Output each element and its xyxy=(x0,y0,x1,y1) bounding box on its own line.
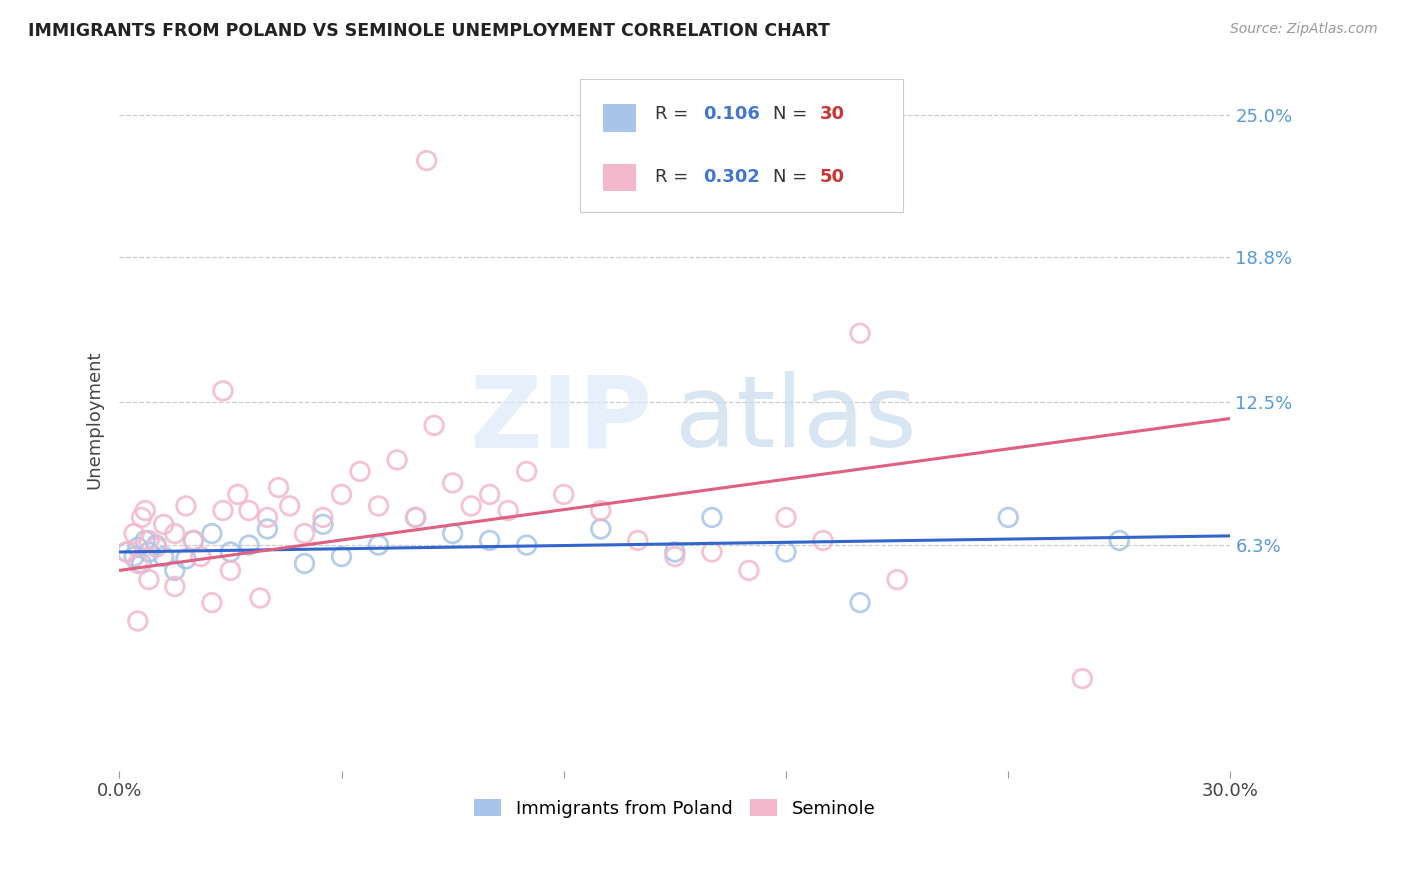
Text: 0.302: 0.302 xyxy=(703,169,759,186)
Text: 0.106: 0.106 xyxy=(703,105,759,123)
Point xyxy=(294,557,316,571)
Point xyxy=(405,510,427,524)
Point xyxy=(163,580,186,594)
Point xyxy=(163,526,186,541)
Point xyxy=(330,487,353,501)
Point xyxy=(700,545,723,559)
Point xyxy=(312,510,335,524)
Point xyxy=(385,453,408,467)
Point xyxy=(367,499,389,513)
Point xyxy=(163,563,186,577)
Point xyxy=(138,545,160,559)
Point xyxy=(138,573,160,587)
Point xyxy=(811,533,834,548)
Point xyxy=(212,503,235,517)
Point xyxy=(664,549,686,564)
Point xyxy=(775,510,797,524)
Point xyxy=(256,522,278,536)
Point xyxy=(134,503,156,517)
Point xyxy=(152,517,174,532)
Point xyxy=(478,533,501,548)
Point xyxy=(496,503,519,517)
Point xyxy=(478,487,501,501)
Point xyxy=(226,487,249,501)
Text: 30: 30 xyxy=(820,105,845,123)
Legend: Immigrants from Poland, Seminole: Immigrants from Poland, Seminole xyxy=(467,792,883,825)
Point xyxy=(627,533,650,548)
Point xyxy=(238,538,260,552)
Point xyxy=(131,510,153,524)
Point xyxy=(849,326,872,341)
Point xyxy=(415,153,437,168)
Point xyxy=(441,526,464,541)
Text: atlas: atlas xyxy=(675,371,917,468)
Point xyxy=(131,557,153,571)
Point xyxy=(516,464,538,478)
Point xyxy=(145,538,167,552)
Text: R =: R = xyxy=(655,169,695,186)
Point xyxy=(190,549,212,564)
Text: N =: N = xyxy=(773,105,813,123)
Point xyxy=(138,533,160,548)
Point xyxy=(183,533,205,548)
FancyBboxPatch shape xyxy=(581,79,903,212)
Text: 50: 50 xyxy=(820,169,845,186)
Point xyxy=(589,503,612,517)
Point xyxy=(1071,672,1094,686)
Point xyxy=(553,487,575,501)
Point xyxy=(174,552,197,566)
Text: R =: R = xyxy=(655,105,695,123)
Point xyxy=(349,464,371,478)
Point xyxy=(997,510,1019,524)
Point xyxy=(1108,533,1130,548)
Point xyxy=(115,545,138,559)
FancyBboxPatch shape xyxy=(603,164,636,192)
Point xyxy=(423,418,446,433)
Point xyxy=(122,526,145,541)
Point xyxy=(238,503,260,517)
Point xyxy=(330,549,353,564)
Point xyxy=(267,481,290,495)
Text: IMMIGRANTS FROM POLAND VS SEMINOLE UNEMPLOYMENT CORRELATION CHART: IMMIGRANTS FROM POLAND VS SEMINOLE UNEMP… xyxy=(28,22,830,40)
Text: Source: ZipAtlas.com: Source: ZipAtlas.com xyxy=(1230,22,1378,37)
Point xyxy=(127,614,149,628)
Point xyxy=(127,557,149,571)
Point xyxy=(441,475,464,490)
Point xyxy=(256,510,278,524)
Point xyxy=(738,563,761,577)
Point xyxy=(460,499,482,513)
Point xyxy=(219,545,242,559)
Point xyxy=(122,549,145,564)
Point xyxy=(886,573,908,587)
Point xyxy=(183,533,205,548)
Point xyxy=(174,499,197,513)
Point xyxy=(219,563,242,577)
Point xyxy=(212,384,235,398)
Point xyxy=(405,510,427,524)
Point xyxy=(201,526,224,541)
Point xyxy=(849,596,872,610)
Point xyxy=(201,596,224,610)
Point xyxy=(115,545,138,559)
Point xyxy=(152,549,174,564)
Point xyxy=(367,538,389,552)
Point xyxy=(589,522,612,536)
Point xyxy=(700,510,723,524)
Point xyxy=(664,545,686,559)
Point xyxy=(312,517,335,532)
Point xyxy=(294,526,316,541)
Point xyxy=(134,533,156,548)
Point xyxy=(516,538,538,552)
Point xyxy=(278,499,301,513)
Text: N =: N = xyxy=(773,169,813,186)
Text: ZIP: ZIP xyxy=(470,371,652,468)
Y-axis label: Unemployment: Unemployment xyxy=(86,351,103,489)
Point xyxy=(127,541,149,555)
Point xyxy=(249,591,271,605)
FancyBboxPatch shape xyxy=(603,104,636,132)
Point xyxy=(145,541,167,555)
Point xyxy=(775,545,797,559)
